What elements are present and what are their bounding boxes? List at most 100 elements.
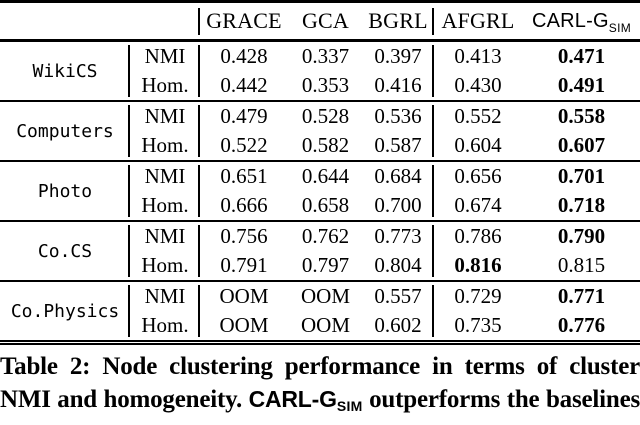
column-separator bbox=[432, 8, 434, 35]
column-separator bbox=[198, 45, 200, 97]
column-separator bbox=[432, 45, 434, 97]
table-group-photo: Photo NMI 0.651 0.644 0.684 0.656 0.701 … bbox=[0, 162, 640, 220]
column-separator bbox=[198, 165, 200, 217]
carlg-subscript: SIM bbox=[608, 20, 631, 35]
column-separator bbox=[198, 285, 200, 337]
table-rule-bottom bbox=[0, 340, 640, 342]
column-separator bbox=[432, 105, 434, 157]
metric-label: NMI bbox=[144, 284, 186, 308]
table-rule-bottom-gap bbox=[0, 342, 640, 343]
table-group-cophysics: Co.Physics NMI OOM OOM 0.557 0.729 0.771… bbox=[0, 282, 640, 340]
column-separator bbox=[198, 105, 200, 157]
table-rule-top bbox=[0, 0, 640, 3]
table-rule-below-header bbox=[0, 39, 640, 42]
value-cell: 0.471 bbox=[557, 44, 606, 68]
header-spacer bbox=[0, 3, 130, 39]
dataset-name: WikiCS bbox=[32, 60, 98, 82]
value-cell: 0.353 bbox=[301, 73, 350, 97]
value-cell: 0.674 bbox=[454, 193, 502, 217]
value-cell: 0.771 bbox=[557, 284, 606, 308]
value-cell: 0.658 bbox=[301, 193, 350, 217]
table-group-wikics: WikiCS NMI 0.428 0.337 0.397 0.413 0.471… bbox=[0, 42, 640, 100]
value-cell: 0.337 bbox=[301, 44, 350, 68]
column-header-grace: GRACE bbox=[206, 8, 282, 33]
table-rule bbox=[0, 100, 640, 102]
value-cell: 0.607 bbox=[557, 133, 606, 157]
value-cell: 0.804 bbox=[374, 253, 422, 277]
value-cell: 0.491 bbox=[557, 73, 606, 97]
column-separator bbox=[432, 165, 434, 217]
value-cell: 0.735 bbox=[454, 313, 502, 337]
metric-label: Hom. bbox=[141, 253, 189, 277]
caption-brand: CARL-GSIM bbox=[248, 386, 363, 414]
value-cell: 0.773 bbox=[374, 224, 422, 248]
column-separator bbox=[128, 45, 130, 97]
table-rule bbox=[0, 160, 640, 162]
value-cell: 0.756 bbox=[220, 224, 268, 248]
value-cell: 0.776 bbox=[557, 313, 606, 337]
value-cell: 0.816 bbox=[454, 253, 502, 277]
carlg-name: CARL-G bbox=[531, 9, 609, 32]
metric-label: Hom. bbox=[141, 193, 189, 217]
value-cell: 0.786 bbox=[454, 224, 502, 248]
value-cell: 0.430 bbox=[454, 73, 502, 97]
metric-label: Hom. bbox=[141, 133, 189, 157]
value-cell: 0.666 bbox=[220, 193, 268, 217]
column-separator bbox=[198, 225, 200, 277]
value-cell: 0.416 bbox=[374, 73, 422, 97]
caption-text-after-brand: outperforms the baselines on 4/5 dataset… bbox=[0, 386, 640, 425]
dataset-name: Computers bbox=[16, 120, 114, 142]
value-cell: 0.791 bbox=[220, 253, 268, 277]
value-cell: 0.428 bbox=[220, 44, 268, 68]
dataset-name: Photo bbox=[37, 180, 93, 202]
value-cell: 0.557 bbox=[374, 284, 422, 308]
dataset-name: Co.Physics bbox=[10, 300, 120, 322]
value-cell: 0.651 bbox=[220, 164, 268, 188]
column-separator bbox=[128, 105, 130, 157]
value-cell: OOM bbox=[300, 284, 350, 308]
value-cell: 0.644 bbox=[301, 164, 350, 188]
value-cell: 0.815 bbox=[557, 253, 606, 277]
value-cell: 0.790 bbox=[557, 224, 606, 248]
value-cell: 0.604 bbox=[454, 133, 502, 157]
value-cell: 0.729 bbox=[454, 284, 502, 308]
value-cell: 0.587 bbox=[374, 133, 422, 157]
column-header-afgrl: AFGRL bbox=[441, 8, 515, 33]
value-cell: 0.558 bbox=[557, 104, 606, 128]
value-cell: 0.552 bbox=[454, 104, 502, 128]
caption-text-before-brand: Table 2: Node clustering performance in … bbox=[0, 353, 640, 413]
table-caption: Table 2: Node clustering performance in … bbox=[0, 351, 640, 425]
value-cell: OOM bbox=[219, 284, 269, 308]
value-cell: OOM bbox=[300, 313, 350, 337]
value-cell: 0.656 bbox=[454, 164, 502, 188]
value-cell: OOM bbox=[219, 313, 269, 337]
column-separator bbox=[128, 165, 130, 217]
value-cell: 0.536 bbox=[374, 104, 422, 128]
value-cell: 0.479 bbox=[220, 104, 268, 128]
value-cell: 0.582 bbox=[301, 133, 350, 157]
table-group-cocs: Co.CS NMI 0.756 0.762 0.773 0.786 0.790 … bbox=[0, 222, 640, 280]
column-separator bbox=[128, 285, 130, 337]
value-cell: 0.528 bbox=[301, 104, 350, 128]
metric-label: Hom. bbox=[141, 313, 189, 337]
column-separator bbox=[432, 225, 434, 277]
column-header-bgrl: BGRL bbox=[368, 8, 428, 33]
metric-label: NMI bbox=[144, 164, 186, 188]
table-rule bbox=[0, 220, 640, 222]
column-header-gca: GCA bbox=[301, 8, 350, 33]
value-cell: 0.718 bbox=[557, 193, 606, 217]
value-cell: 0.602 bbox=[374, 313, 422, 337]
caption-brand-name: CARL-G bbox=[248, 386, 337, 412]
column-header-carlg: CARL-G SIM bbox=[523, 3, 640, 39]
metric-label: NMI bbox=[144, 44, 186, 68]
value-cell: 0.442 bbox=[220, 73, 268, 97]
value-cell: 0.700 bbox=[374, 193, 422, 217]
value-cell: 0.762 bbox=[301, 224, 350, 248]
metric-label: Hom. bbox=[141, 73, 189, 97]
table-group-computers: Computers NMI 0.479 0.528 0.536 0.552 0.… bbox=[0, 102, 640, 160]
caption-brand-subscript: SIM bbox=[336, 398, 363, 414]
value-cell: 0.797 bbox=[301, 253, 350, 277]
value-cell: 0.413 bbox=[454, 44, 502, 68]
table-header-row: GRACE GCA BGRL AFGRL CARL-G SIM bbox=[0, 3, 640, 39]
